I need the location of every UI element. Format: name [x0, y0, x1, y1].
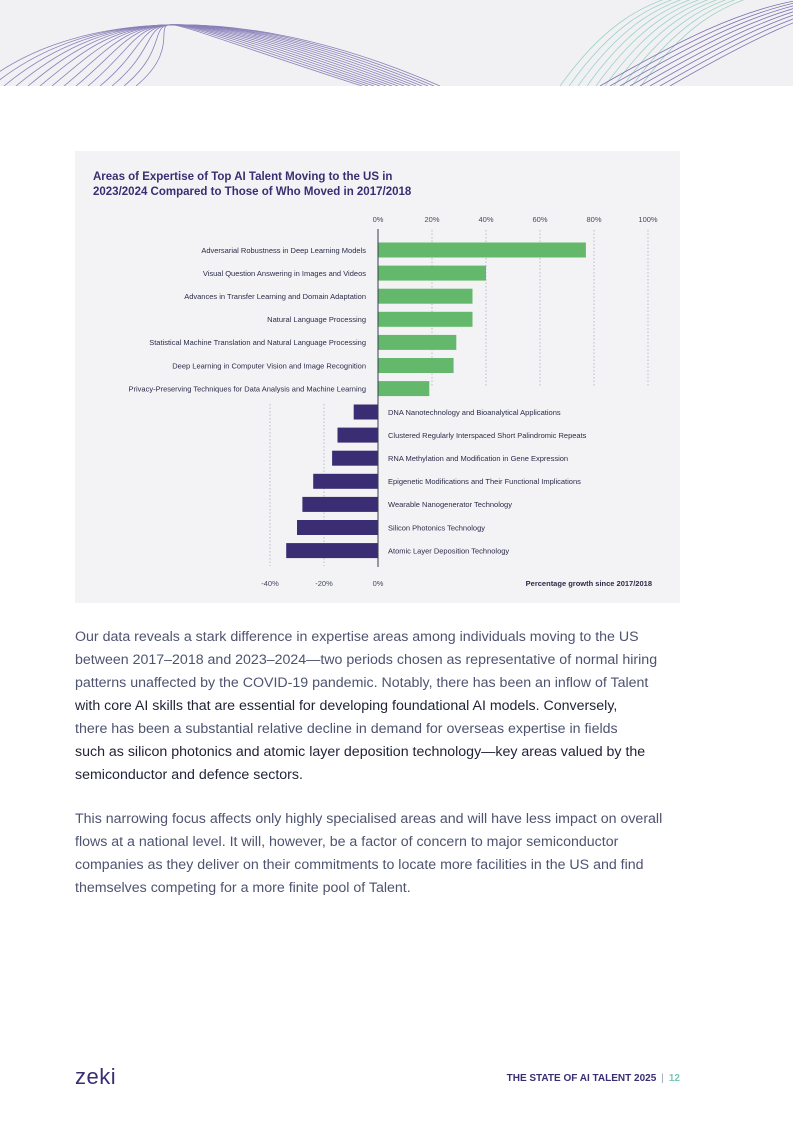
category-label: DNA Nanotechnology and Bioanalytical App…: [388, 408, 561, 417]
wave-line-purple-right: [649, 14, 793, 86]
wave-line-purple-right: [659, 18, 793, 86]
category-label: Deep Learning in Computer Vision and Ima…: [172, 361, 366, 370]
bar-negative: [286, 543, 378, 559]
wave-line-purple-right: [599, 0, 793, 86]
bar-positive: [378, 334, 457, 350]
bar-positive: [378, 358, 454, 373]
wave-line-green: [568, 0, 673, 86]
tick-label-top: 80%: [586, 215, 601, 224]
chart-title-line-1: Areas of Expertise of Top AI Talent Movi…: [93, 171, 393, 183]
paragraph-line: there has been a substantial relative de…: [75, 721, 618, 737]
bar-positive: [378, 311, 473, 327]
chart-title-line-2: 2023/2024 Compared to Those of Who Moved…: [93, 186, 412, 198]
footer-separator: |: [661, 1073, 664, 1084]
paragraph-line: themselves competing for a more finite p…: [75, 880, 411, 896]
wave-line-green: [613, 0, 718, 86]
tick-label-bottom: -40%: [261, 579, 279, 588]
tick-label-bottom: -20%: [315, 579, 333, 588]
category-label: Clustered Regularly Interspaced Short Pa…: [388, 431, 587, 440]
wave-line-purple-right: [609, 3, 793, 86]
paragraph-line: flows at a national level. It will, howe…: [75, 834, 619, 850]
tick-label-top: 60%: [532, 215, 547, 224]
category-label: Epigenetic Modifications and Their Funct…: [388, 477, 581, 486]
wave-line-green: [586, 0, 691, 86]
paragraph-line: companies as they deliver on their commi…: [75, 857, 644, 873]
category-label: Atomic Layer Deposition Technology: [388, 546, 509, 555]
bar-negative: [313, 473, 378, 489]
paragraph-line: semiconductor and defence sectors.: [75, 767, 303, 783]
chart-title: Areas of Expertise of Top AI Talent Movi…: [93, 170, 493, 200]
wave-line-purple: [135, 24, 363, 86]
category-label: Natural Language Processing: [267, 315, 366, 324]
body-paragraph-2: This narrowing focus affects only highly…: [75, 808, 685, 900]
category-label: Statistical Machine Translation and Natu…: [149, 338, 366, 347]
tick-label-top: 100%: [638, 215, 658, 224]
wave-line-green: [595, 0, 700, 86]
zeki-logo: zeki: [75, 1064, 117, 1089]
wave-line-green: [631, 0, 736, 86]
paragraph-line: with core AI skills that are essential f…: [75, 698, 618, 714]
bar-negative: [337, 427, 378, 443]
bar-negative: [332, 450, 378, 466]
wave-line-green: [559, 0, 664, 86]
wave-line-green: [577, 0, 682, 86]
header-wave-pattern: [0, 0, 793, 86]
paragraph-line: Our data reveals a stark difference in e…: [75, 629, 639, 645]
tick-label-bottom: 0%: [373, 579, 384, 588]
paragraph-line: between 2017–2018 and 2023–2024—two peri…: [75, 652, 658, 668]
category-label: Silicon Photonics Technology: [388, 523, 485, 532]
wave-line-green: [604, 0, 709, 86]
category-label: Wearable Nanogenerator Technology: [388, 500, 512, 509]
tick-label-top: 20%: [424, 215, 439, 224]
page-footer: THE STATE OF AI TALENT 2025 | 12: [507, 1073, 680, 1084]
category-label: Visual Question Answering in Images and …: [203, 269, 366, 278]
wave-line-purple-right: [669, 22, 793, 86]
bar-chart: 0% 20% 40% 60% 80% 100% -40% -20% 0% Percentage g…: [129, 215, 658, 588]
x-axis-label: Percentage growth since 2017/2018: [526, 579, 652, 588]
report-title: THE STATE OF AI TALENT 2025: [506, 1073, 657, 1084]
bar-positive: [378, 265, 486, 281]
category-label: RNA Methylation and Modification in Gene…: [388, 454, 568, 463]
tick-label-top: 40%: [478, 215, 493, 224]
bar-positive: [378, 242, 586, 258]
body-paragraph-1: Our data reveals a stark difference in e…: [75, 626, 685, 787]
category-label: Adversarial Robustness in Deep Learning …: [201, 246, 366, 255]
page-number: 12: [668, 1073, 680, 1084]
wave-line-green: [640, 0, 745, 86]
wave-line-green: [622, 0, 727, 86]
wave-line-purple-right: [619, 5, 793, 86]
bar-positive: [378, 288, 473, 304]
category-label: Privacy-Preserving Techniques for Data A…: [129, 384, 367, 393]
bar-negative: [297, 520, 378, 535]
category-label: Advances in Transfer Learning and Domain…: [184, 292, 366, 301]
tick-label-top: 0%: [373, 215, 384, 224]
bar-positive: [378, 381, 430, 397]
wave-line-purple-right: [639, 11, 793, 86]
paragraph-line: patterns unaffected by the COVID-19 pand…: [75, 675, 649, 691]
bar-negative: [302, 496, 378, 512]
header-decoration: [0, 0, 793, 86]
paragraph-line: This narrowing focus affects only highly…: [75, 811, 663, 827]
wave-line-purple-right: [629, 8, 793, 86]
paragraph-line: such as silicon photonics and atomic lay…: [75, 744, 646, 760]
bar-negative: [353, 404, 378, 420]
